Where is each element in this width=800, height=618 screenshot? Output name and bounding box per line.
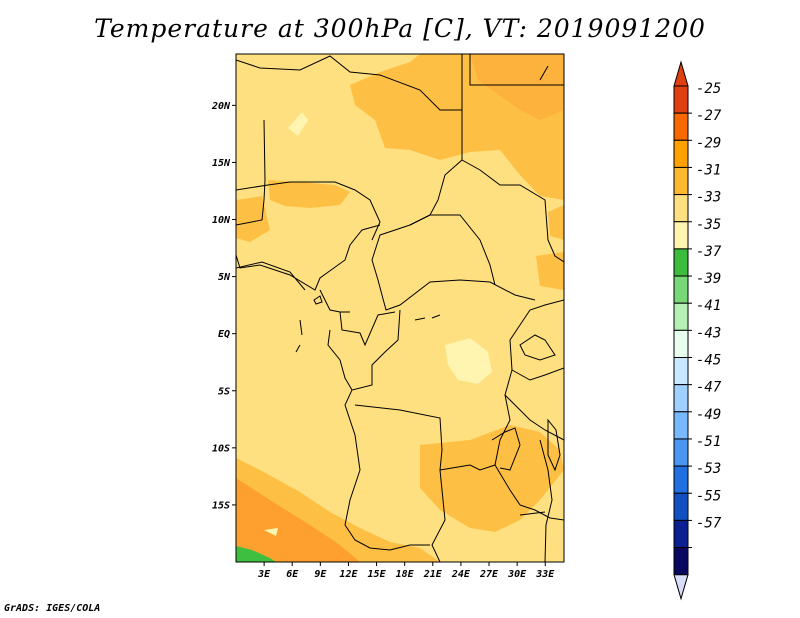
lon-tick-label: 6E bbox=[286, 569, 299, 580]
grads-credit: GrADS: IGES/COLA bbox=[4, 603, 101, 614]
lat-tick-label: 15S bbox=[212, 500, 230, 511]
colorbar-segment bbox=[673, 438, 689, 467]
colorbar-segment bbox=[673, 166, 689, 196]
temperature-field bbox=[236, 54, 564, 562]
lat-tick-label: EQ bbox=[218, 329, 230, 340]
lon-tick-label: 12E bbox=[339, 569, 358, 580]
warm-region-southeast bbox=[420, 425, 564, 532]
lon-tick-label: 27E bbox=[479, 569, 499, 580]
lat-tick-label: 10N bbox=[212, 215, 231, 226]
colorbar-segment bbox=[673, 492, 689, 521]
lat-tick-label: 5S bbox=[218, 386, 230, 397]
colorbar-segment bbox=[673, 139, 689, 168]
colorbar-segment bbox=[673, 411, 689, 440]
warmer-region-southwest bbox=[236, 478, 360, 562]
colorbar-segment bbox=[673, 547, 689, 576]
colorbar-segment bbox=[673, 302, 689, 331]
lat-tick-label: 5N bbox=[218, 272, 231, 283]
colorbar-segment bbox=[673, 85, 689, 114]
plot-frame bbox=[235, 53, 565, 563]
colorbar-segment bbox=[673, 357, 689, 386]
lon-tick-label: 24E bbox=[451, 569, 471, 580]
lon-tick-label: 18E bbox=[396, 569, 415, 580]
colorbar-label: -49 bbox=[696, 407, 721, 423]
colorbar-label: -45 bbox=[696, 353, 721, 369]
colorbar-top-arrow bbox=[673, 60, 689, 87]
warm-region-sahel bbox=[268, 180, 350, 208]
colorbar-label: -29 bbox=[696, 135, 721, 151]
colorbar-label: -55 bbox=[696, 488, 721, 504]
map-title: Temperature at 300hPa [C], VT: 201909120… bbox=[94, 14, 706, 43]
lon-tick-label: 15E bbox=[368, 569, 387, 580]
lon-tick-label: 9E bbox=[314, 569, 327, 580]
colorbar-label: -31 bbox=[696, 162, 721, 178]
longitude-axis: 3E 6E 9E 12E 15E 18E 21E 24E 27E 30E 33E bbox=[257, 562, 555, 580]
cool-region-congo bbox=[445, 338, 492, 384]
lat-tick-label: 20N bbox=[211, 101, 231, 112]
lon-tick-label: 33E bbox=[535, 569, 555, 580]
colorbar-segment bbox=[673, 248, 689, 277]
colorbar-segment bbox=[673, 194, 689, 223]
lat-tick-label: 10S bbox=[212, 443, 230, 454]
colorbar: -25 -27 -29 -31 -33 -35 -37 -39 -41 -43 -45 -47 -49 -… bbox=[673, 60, 722, 601]
colorbar-segment bbox=[673, 465, 689, 494]
colorbar-label: -47 bbox=[696, 380, 722, 396]
warm-region-east-2 bbox=[548, 205, 564, 240]
country-borders bbox=[236, 54, 564, 562]
colorbar-label: -37 bbox=[696, 244, 722, 260]
colorbar-segment bbox=[673, 221, 689, 250]
colorbar-label: -27 bbox=[696, 108, 722, 124]
colorbar-label: -53 bbox=[696, 461, 721, 477]
colorbar-label: -35 bbox=[696, 217, 721, 233]
colorbar-label: -57 bbox=[696, 515, 722, 531]
colorbar-segment bbox=[673, 329, 689, 359]
colorbar-label: -33 bbox=[696, 190, 721, 206]
colorbar-label: -51 bbox=[696, 434, 721, 450]
lon-tick-label: 3E bbox=[257, 569, 271, 580]
latitude-axis: 20N 15N 10N 5N EQ 5S 10S 15S bbox=[211, 101, 236, 511]
cold-region-corner bbox=[236, 546, 276, 562]
colorbar-segment bbox=[673, 384, 689, 413]
cool-region-south bbox=[264, 528, 278, 536]
colorbar-label: -41 bbox=[696, 298, 721, 314]
lon-tick-label: 30E bbox=[507, 569, 527, 580]
cool-region-north bbox=[288, 112, 308, 136]
warm-region-west-coast bbox=[236, 196, 270, 242]
colorbar-segment bbox=[673, 112, 689, 141]
colorbar-bottom-arrow bbox=[673, 574, 689, 601]
lat-tick-label: 15N bbox=[212, 158, 231, 169]
colorbar-segment bbox=[673, 519, 689, 549]
warm-region-northeast bbox=[470, 54, 564, 120]
warm-region-east-1 bbox=[536, 252, 564, 290]
colorbar-label: -43 bbox=[696, 325, 721, 341]
colorbar-label: -25 bbox=[696, 81, 721, 97]
lon-tick-label: 21E bbox=[423, 569, 443, 580]
colorbar-label: -39 bbox=[696, 271, 721, 287]
colorbar-segment bbox=[673, 275, 689, 304]
